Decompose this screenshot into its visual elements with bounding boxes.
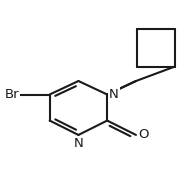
Text: Br: Br — [4, 88, 19, 101]
Text: O: O — [139, 129, 149, 141]
Text: N: N — [109, 88, 119, 101]
Text: N: N — [74, 137, 83, 150]
